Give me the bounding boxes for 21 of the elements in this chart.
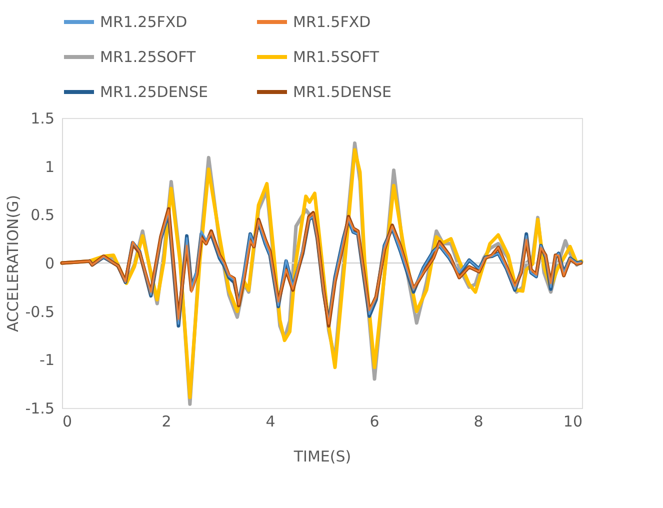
y-tick-label: 1 <box>44 158 54 176</box>
x-tick-label: 4 <box>266 412 276 430</box>
x-tick-label: 2 <box>162 412 172 430</box>
y-tick-label: -0.5 <box>25 302 54 321</box>
legend-label: MR1.25DENSE <box>100 83 208 101</box>
legend-label: MR1.25FXD <box>100 13 188 31</box>
x-tick-label: 0 <box>62 412 72 430</box>
x-axis-title: TIME(S) <box>292 448 352 466</box>
y-axis-title: ACCELERATION(G) <box>4 194 22 332</box>
legend-label: MR1.5FXD <box>293 13 371 31</box>
y-tick-label: 0.5 <box>30 206 54 224</box>
y-tick-label: -1 <box>40 351 54 370</box>
legend-label: MR1.5SOFT <box>293 48 380 66</box>
x-tick-label: 6 <box>370 412 380 430</box>
y-tick-label: 1.5 <box>30 110 54 128</box>
x-tick-label: 10 <box>563 412 582 430</box>
legend-label: MR1.25SOFT <box>100 48 196 66</box>
y-tick-label: 0 <box>44 254 54 272</box>
x-tick-label: 8 <box>474 412 484 430</box>
y-tick-label: -1.5 <box>25 400 54 418</box>
legend-label: MR1.5DENSE <box>293 83 392 101</box>
